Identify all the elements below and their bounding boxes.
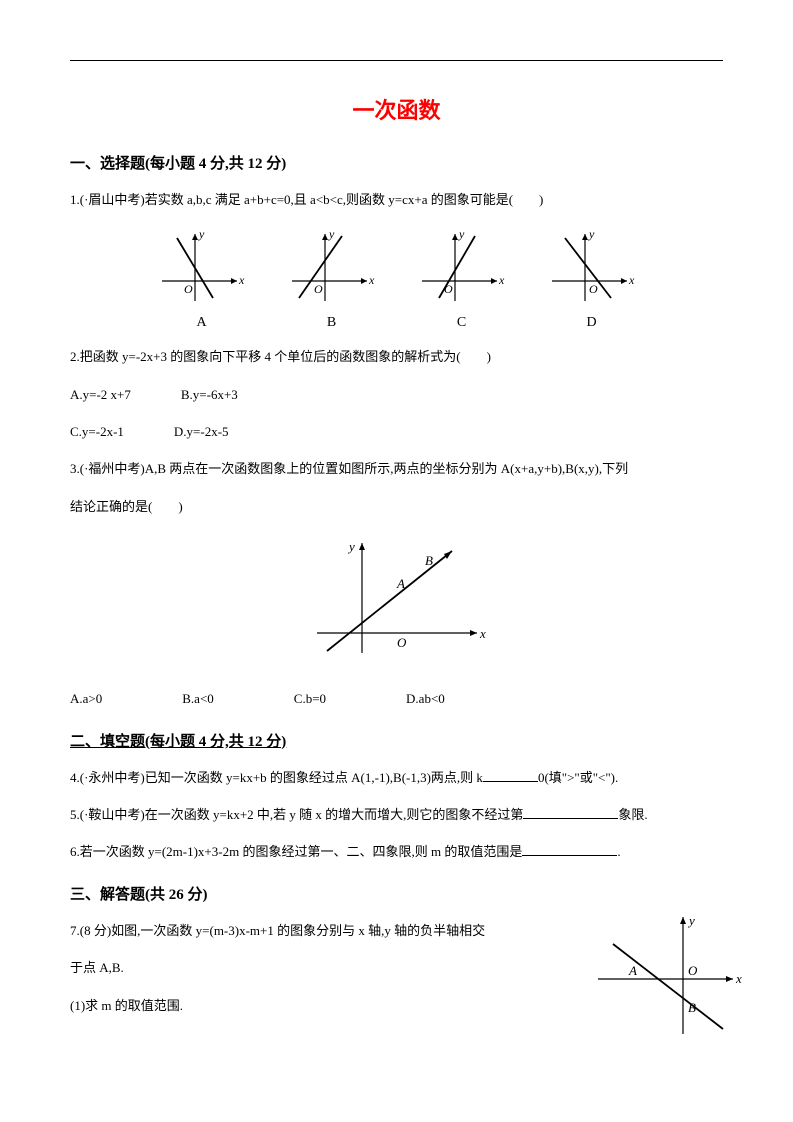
q2-opt-c: C.y=-2x-1 xyxy=(70,420,124,443)
q1-graph-d: x y O D xyxy=(547,226,637,335)
q3-figure: x y O A B xyxy=(70,533,723,672)
q6-text: 6.若一次函数 y=(2m-1)x+3-2m 的图象经过第一、二、四象限,则 m… xyxy=(70,840,723,863)
q2-opt-b: B.y=-6x+3 xyxy=(181,383,238,406)
q1-text: 1.(·眉山中考)若实数 a,b,c 满足 a+b+c=0,且 a<b<c,则函… xyxy=(70,188,723,211)
q1-label-b: B xyxy=(287,310,377,335)
svg-text:O: O xyxy=(688,963,698,978)
svg-text:y: y xyxy=(198,227,205,241)
q3-opt-b: B.a<0 xyxy=(182,687,214,710)
top-rule xyxy=(70,60,723,61)
q1-label-c: C xyxy=(417,310,507,335)
svg-text:O: O xyxy=(589,282,598,296)
svg-text:O: O xyxy=(184,282,193,296)
q6-pre: 6.若一次函数 y=(2m-1)x+3-2m 的图象经过第一、二、四象限,则 m… xyxy=(70,844,522,859)
svg-text:x: x xyxy=(368,273,375,287)
svg-text:B: B xyxy=(688,1000,696,1015)
svg-text:y: y xyxy=(588,227,595,241)
q5-post: 象限. xyxy=(618,807,647,822)
svg-text:A: A xyxy=(628,963,637,978)
svg-text:y: y xyxy=(328,227,335,241)
q6-blank xyxy=(522,842,617,856)
svg-text:x: x xyxy=(628,273,635,287)
q3-opt-d: D.ab<0 xyxy=(406,687,445,710)
q2-text: 2.把函数 y=-2x+3 的图象向下平移 4 个单位后的函数图象的解析式为( … xyxy=(70,345,723,368)
q2-opt-d: D.y=-2x-5 xyxy=(174,420,229,443)
svg-text:y: y xyxy=(347,539,355,554)
q3-text2: 结论正确的是( ) xyxy=(70,495,723,518)
svg-text:O: O xyxy=(314,282,323,296)
q5-pre: 5.(·鞍山中考)在一次函数 y=kx+2 中,若 y 随 x 的增大而增大,则… xyxy=(70,807,523,822)
svg-text:B: B xyxy=(425,553,433,568)
section1-heading: 一、选择题(每小题 4 分,共 12 分) xyxy=(70,151,723,178)
section2-heading: 二、填空题(每小题 4 分,共 12 分) xyxy=(70,729,723,756)
q2-options-row1: A.y=-2 x+7 B.y=-6x+3 xyxy=(70,383,723,406)
svg-text:x: x xyxy=(735,971,742,986)
q4-post: 0(填">"或"<"). xyxy=(538,770,618,785)
section3-heading: 三、解答题(共 26 分) xyxy=(70,882,723,909)
q1-graph-c: x y O C xyxy=(417,226,507,335)
q1-label-a: A xyxy=(157,310,247,335)
svg-text:x: x xyxy=(479,626,486,641)
q6-post: . xyxy=(617,844,620,859)
q3-text1: 3.(·福州中考)A,B 两点在一次函数图象上的位置如图所示,两点的坐标分别为 … xyxy=(70,457,723,480)
page-title: 一次函数 xyxy=(70,91,723,131)
q1-label-d: D xyxy=(547,310,637,335)
q3-opt-c: C.b=0 xyxy=(294,687,326,710)
svg-text:y: y xyxy=(458,227,465,241)
q4-text: 4.(·永州中考)已知一次函数 y=kx+b 的图象经过点 A(1,-1),B(… xyxy=(70,766,723,789)
q2-opt-a: A.y=-2 x+7 xyxy=(70,383,131,406)
q4-blank xyxy=(483,768,538,782)
q1-graph-a: x y O A xyxy=(157,226,247,335)
q5-blank xyxy=(523,805,618,819)
svg-text:x: x xyxy=(498,273,505,287)
q1-graph-b: x y O B xyxy=(287,226,377,335)
q3-options: A.a>0 B.a<0 C.b=0 D.ab<0 xyxy=(70,687,723,710)
q2-options-row2: C.y=-2x-1 D.y=-2x-5 xyxy=(70,420,723,443)
svg-text:A: A xyxy=(396,576,405,591)
svg-text:O: O xyxy=(397,635,407,650)
q5-text: 5.(·鞍山中考)在一次函数 y=kx+2 中,若 y 随 x 的增大而增大,则… xyxy=(70,803,723,826)
svg-text:O: O xyxy=(444,282,453,296)
q7-wrap: 7.(8 分)如图,一次函数 y=(m-3)x-m+1 的图象分别与 x 轴,y… xyxy=(70,919,723,1017)
svg-text:y: y xyxy=(687,913,695,928)
q3-opt-a: A.a>0 xyxy=(70,687,102,710)
q1-graphs: x y O A x y O B x y O xyxy=(70,226,723,335)
q7-figure: x y O A B xyxy=(593,909,743,1048)
q4-pre: 4.(·永州中考)已知一次函数 y=kx+b 的图象经过点 A(1,-1),B(… xyxy=(70,770,483,785)
svg-text:x: x xyxy=(238,273,245,287)
